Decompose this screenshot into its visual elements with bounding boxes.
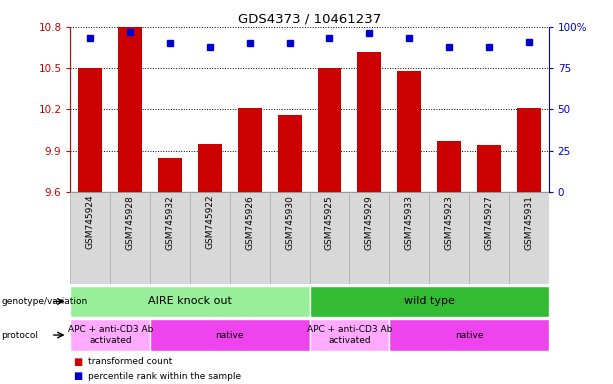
Bar — [150, 192, 190, 284]
Text: native: native — [455, 331, 483, 339]
Bar — [389, 319, 549, 351]
Text: wild type: wild type — [404, 296, 454, 306]
Bar — [158, 157, 182, 192]
Text: genotype/variation: genotype/variation — [1, 297, 88, 306]
Bar — [357, 52, 381, 192]
Bar — [469, 192, 509, 284]
Bar — [389, 192, 429, 284]
Bar — [477, 145, 501, 192]
Bar — [517, 108, 541, 192]
Text: APC + anti-CD3 Ab
activated: APC + anti-CD3 Ab activated — [306, 325, 392, 345]
Text: GSM745932: GSM745932 — [166, 195, 175, 250]
Bar — [397, 71, 421, 192]
Bar — [78, 68, 102, 192]
Bar — [238, 108, 262, 192]
Text: GSM745930: GSM745930 — [285, 195, 294, 250]
Bar — [190, 192, 230, 284]
Bar — [278, 115, 302, 192]
Text: GSM745929: GSM745929 — [365, 195, 374, 250]
Text: GSM745922: GSM745922 — [205, 195, 215, 249]
Text: AIRE knock out: AIRE knock out — [148, 296, 232, 306]
Text: GSM745924: GSM745924 — [86, 195, 95, 249]
Bar — [310, 319, 389, 351]
Bar — [318, 68, 341, 192]
Bar — [230, 192, 270, 284]
Bar — [429, 192, 469, 284]
Text: APC + anti-CD3 Ab
activated: APC + anti-CD3 Ab activated — [67, 325, 153, 345]
Bar — [70, 286, 310, 317]
Text: GSM745925: GSM745925 — [325, 195, 334, 250]
Bar — [150, 319, 310, 351]
Bar — [270, 192, 310, 284]
Bar — [70, 192, 110, 284]
Bar — [349, 192, 389, 284]
Text: native: native — [216, 331, 244, 339]
Text: protocol: protocol — [1, 331, 38, 339]
Text: ■: ■ — [74, 371, 83, 381]
Text: GSM745928: GSM745928 — [126, 195, 135, 250]
Text: GSM745926: GSM745926 — [245, 195, 254, 250]
Bar — [509, 192, 549, 284]
Title: GDS4373 / 10461237: GDS4373 / 10461237 — [238, 13, 381, 26]
Bar — [118, 27, 142, 192]
Text: GSM745923: GSM745923 — [444, 195, 454, 250]
Bar — [110, 192, 150, 284]
Text: GSM745931: GSM745931 — [524, 195, 533, 250]
Text: GSM745927: GSM745927 — [484, 195, 493, 250]
Text: transformed count: transformed count — [88, 358, 172, 366]
Bar — [437, 141, 461, 192]
Bar — [198, 144, 222, 192]
Text: GSM745933: GSM745933 — [405, 195, 414, 250]
Text: ■: ■ — [74, 357, 83, 367]
Bar — [310, 192, 349, 284]
Bar — [310, 286, 549, 317]
Bar — [70, 319, 150, 351]
Text: percentile rank within the sample: percentile rank within the sample — [88, 372, 241, 381]
